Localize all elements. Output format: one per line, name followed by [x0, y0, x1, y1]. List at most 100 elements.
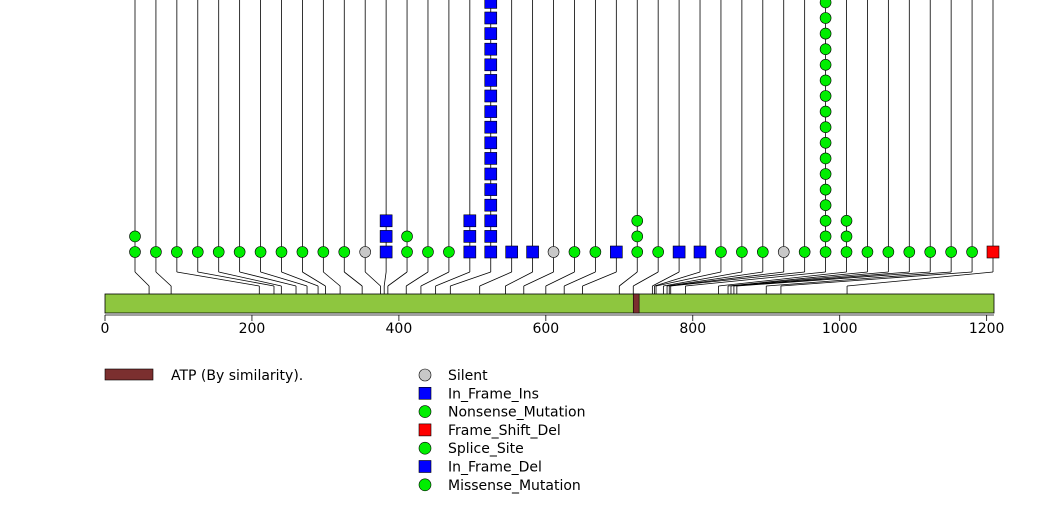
- legend-marker-square: [418, 423, 432, 437]
- mutation-connector: [633, 271, 659, 287]
- mutation-marker-circle: [757, 246, 769, 258]
- mutation-marker-circle: [233, 246, 246, 258]
- mutation-marker-square: [463, 214, 477, 228]
- legend: ATP (By similarity). Silent In_Frame_Ins N…: [104, 368, 585, 494]
- mutation-connector: [685, 271, 826, 287]
- mutation-marker-circle: [819, 230, 832, 243]
- mutation-connector: [197, 271, 275, 287]
- mutation-marker-circle: [191, 246, 204, 258]
- mutation-connector: [406, 271, 429, 287]
- axis-tick-label: 400: [386, 321, 413, 337]
- mutation-marker-square: [484, 42, 498, 56]
- mutation-connector: [663, 271, 742, 287]
- mutation-marker-circle: [275, 246, 288, 258]
- mutation-marker-square: [484, 105, 498, 118]
- mutation-marker-circle: [840, 246, 853, 258]
- mutation-marker-circle: [840, 215, 853, 227]
- mutation-connector: [718, 271, 847, 287]
- mutation-connector: [727, 271, 868, 287]
- mutation-marker-circle: [631, 246, 644, 258]
- mutation-marker-square: [484, 0, 498, 9]
- legend-label: Frame_Shift_Del: [448, 423, 561, 439]
- legend-marker-circle: [418, 368, 432, 382]
- mutation-connector: [766, 271, 952, 287]
- mutation-marker-square: [693, 245, 707, 259]
- mutation-connector: [218, 271, 282, 287]
- mutation-marker-circle: [819, 59, 832, 71]
- mutation-connector: [670, 271, 805, 287]
- legend-marker-circle: [418, 441, 432, 455]
- mutation-marker-circle: [819, 199, 832, 211]
- mutation-marker-circle: [819, 168, 832, 180]
- mutation-connector: [387, 271, 408, 287]
- mutation-marker-circle: [317, 246, 330, 258]
- mutation-marker-circle: [819, 27, 832, 40]
- mutation-marker-square: [526, 245, 539, 259]
- mutation-connector: [545, 271, 575, 287]
- mutation-marker-circle: [819, 74, 832, 87]
- mutation-marker-circle: [401, 246, 413, 258]
- mutation-connector: [847, 271, 994, 287]
- mutation-marker-circle: [589, 246, 602, 258]
- mutation-marker-square: [672, 245, 686, 259]
- legend-label: In_Frame_Del: [448, 460, 542, 476]
- legend-marker-square: [418, 460, 432, 473]
- mutation-marker-square: [484, 245, 498, 259]
- mutation-connector: [323, 271, 341, 287]
- legend-marker-circle: [418, 405, 432, 418]
- mutation-marker-circle: [338, 246, 351, 258]
- mutation-marker-circle: [129, 246, 141, 258]
- mutation-marker-circle: [840, 230, 853, 243]
- mutation-marker-circle: [359, 246, 371, 258]
- mutation-marker-circle: [966, 246, 978, 258]
- mutation-marker-circle: [401, 230, 413, 243]
- mutation-marker-circle: [652, 246, 664, 258]
- mutation-connector: [736, 271, 931, 287]
- axis-tick-label: 200: [239, 321, 266, 337]
- mutation-connector: [450, 271, 491, 287]
- mutation-connector: [479, 271, 512, 287]
- mutation-marker-circle: [736, 246, 748, 258]
- mutation-marker-circle: [631, 215, 644, 227]
- mutation-marker-square: [505, 245, 518, 259]
- mutation-marker-square: [484, 167, 498, 181]
- mutation-marker-square: [484, 198, 498, 212]
- mutation-marker-square: [484, 214, 498, 228]
- mutation-marker-square: [463, 230, 477, 243]
- stem-lines: [134, 0, 994, 272]
- mutation-marker-circle: [861, 246, 874, 258]
- mutation-connector: [364, 271, 381, 287]
- mutation-marker-circle: [882, 246, 895, 258]
- mutation-connector: [666, 271, 763, 287]
- mutation-connector: [582, 271, 617, 287]
- mutation-connector: [780, 271, 973, 287]
- mutation-marker-square: [986, 245, 1000, 259]
- mutation-marker-circle: [422, 246, 434, 258]
- legend-marker-circle: [418, 478, 432, 492]
- mutation-connector: [435, 271, 470, 287]
- legend-label: Nonsense_Mutation: [448, 405, 585, 421]
- mutation-marker-circle: [924, 246, 937, 258]
- mutation-marker-circle: [819, 12, 832, 24]
- mutation-marker-circle: [903, 246, 916, 258]
- mutation-marker-square: [484, 230, 498, 243]
- mutation-marker-square: [484, 74, 498, 87]
- mutation-connector: [134, 271, 150, 287]
- mutation-connector: [652, 271, 680, 287]
- mutation-marker-circle: [129, 230, 141, 243]
- mutation-connector: [155, 271, 172, 287]
- mutation-marker-square: [484, 27, 498, 40]
- mutation-marker-circle: [819, 121, 832, 133]
- mutation-marker-square: [484, 152, 498, 165]
- mutation-marker-circle: [819, 43, 832, 56]
- x-axis: 0 200 400 600 800 1000 1200: [101, 314, 1004, 337]
- mutation-connector: [239, 271, 297, 287]
- legend-label: In_Frame_Ins: [448, 386, 539, 402]
- mutation-marker-circle: [296, 246, 309, 258]
- mutation-connector: [383, 271, 387, 287]
- mutation-marker-circle: [631, 230, 644, 243]
- mutation-connector: [669, 271, 784, 287]
- mutation-marker-square: [463, 245, 477, 259]
- mutation-marker-circle: [547, 246, 560, 258]
